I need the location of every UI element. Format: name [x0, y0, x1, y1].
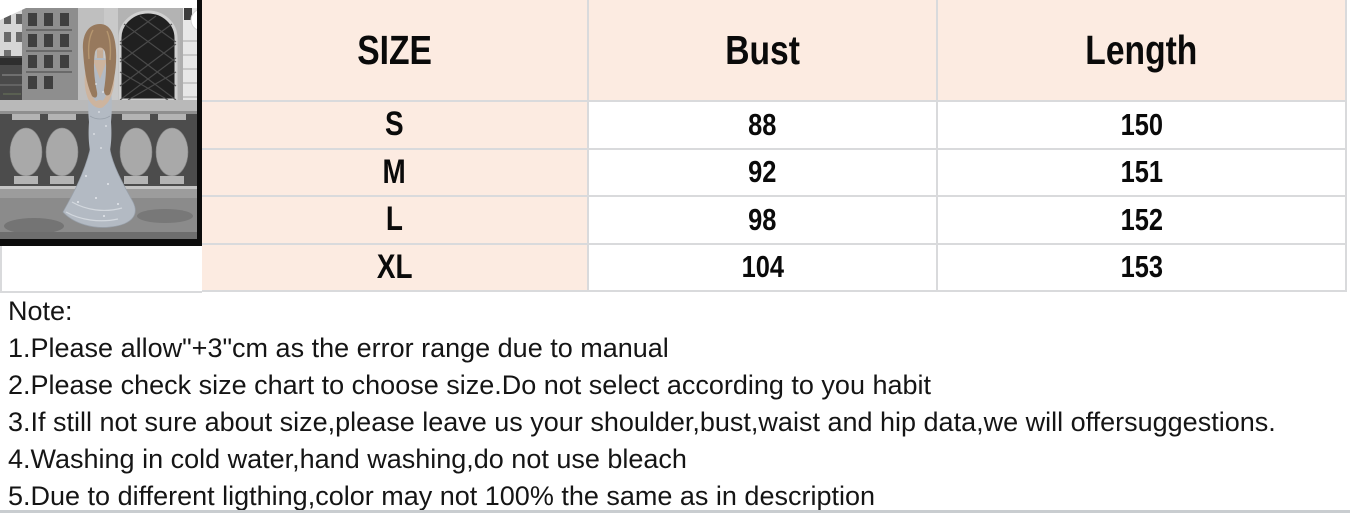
- product-photo[interactable]: [0, 0, 203, 246]
- length-cell: 151: [936, 147, 1347, 197]
- table-row: XL 104 153: [202, 242, 1347, 292]
- note-item-1: 1.Please allow"+3"cm as the error range …: [8, 333, 669, 363]
- model-figure: [62, 24, 136, 228]
- header-length: Length: [936, 0, 1347, 102]
- bottom-divider: [0, 510, 1350, 513]
- bust-cell: 104: [587, 242, 938, 292]
- size-cell: L: [202, 195, 589, 245]
- header-size: SIZE: [202, 0, 589, 102]
- note-item-3: 3.If still not sure about size,please le…: [8, 407, 1276, 437]
- length-cell: 152: [936, 195, 1347, 245]
- row-divider-extension: [0, 291, 202, 293]
- bust-cell: 92: [587, 147, 938, 197]
- size-table: SIZE Bust Length S 88 150 M 92 151 L 98 …: [202, 0, 1347, 292]
- notes-title: Note:: [8, 296, 73, 326]
- notes-section: Note: 1.Please allow"+3"cm as the error …: [8, 293, 1344, 515]
- note-item-5: 5.Due to different ligthing,color may no…: [8, 481, 875, 511]
- bust-cell: 88: [587, 100, 938, 150]
- size-cell: M: [202, 147, 589, 197]
- product-photo-image: [0, 0, 203, 246]
- table-left-border-fragment: [0, 246, 2, 292]
- table-header-row: SIZE Bust Length: [202, 0, 1347, 102]
- table-row: L 98 152: [202, 195, 1347, 245]
- note-item-4: 4.Washing in cold water,hand washing,do …: [8, 444, 687, 474]
- length-cell: 150: [936, 100, 1347, 150]
- header-bust: Bust: [587, 0, 938, 102]
- bust-cell: 98: [587, 195, 938, 245]
- table-row: M 92 151: [202, 147, 1347, 197]
- note-item-2: 2.Please check size chart to choose size…: [8, 370, 932, 400]
- table-row: S 88 150: [202, 100, 1347, 150]
- size-cell: S: [202, 100, 589, 150]
- length-cell: 153: [936, 242, 1347, 292]
- size-cell: XL: [202, 242, 589, 292]
